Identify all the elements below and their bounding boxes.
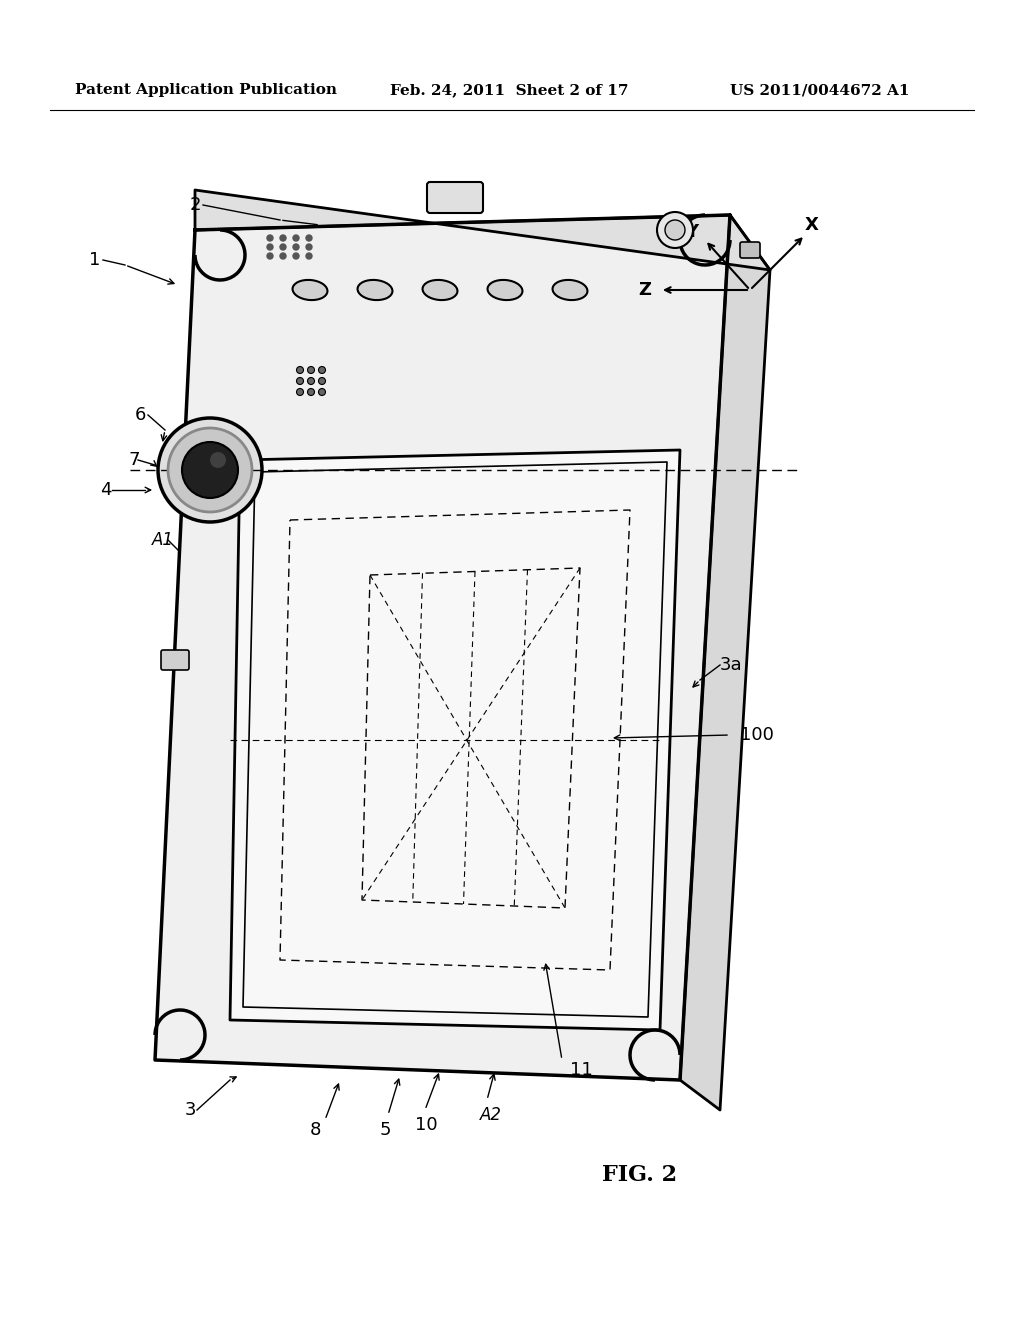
Text: Y: Y: [685, 223, 698, 242]
FancyBboxPatch shape: [740, 242, 760, 257]
Text: Feb. 24, 2011  Sheet 2 of 17: Feb. 24, 2011 Sheet 2 of 17: [390, 83, 629, 96]
Text: 5: 5: [380, 1121, 391, 1139]
Circle shape: [306, 244, 312, 249]
Ellipse shape: [423, 280, 458, 300]
Circle shape: [293, 235, 299, 242]
Circle shape: [665, 220, 685, 240]
Circle shape: [297, 388, 303, 396]
Circle shape: [158, 418, 262, 521]
Text: X: X: [805, 216, 819, 234]
Text: US 2011/0044672 A1: US 2011/0044672 A1: [730, 83, 909, 96]
Polygon shape: [155, 215, 730, 1080]
Ellipse shape: [487, 280, 522, 300]
Circle shape: [267, 235, 273, 242]
Polygon shape: [230, 450, 680, 1030]
Text: 6: 6: [135, 407, 146, 424]
Text: 2: 2: [189, 195, 201, 214]
Text: Patent Application Publication: Patent Application Publication: [75, 83, 337, 96]
Circle shape: [210, 451, 226, 469]
Ellipse shape: [553, 280, 588, 300]
Text: A1: A1: [152, 531, 174, 549]
Circle shape: [318, 378, 326, 384]
Text: 4: 4: [100, 480, 112, 499]
Circle shape: [657, 213, 693, 248]
Circle shape: [297, 378, 303, 384]
Circle shape: [280, 244, 286, 249]
Circle shape: [307, 388, 314, 396]
Text: 3a: 3a: [720, 656, 742, 675]
Circle shape: [280, 253, 286, 259]
Text: 1: 1: [89, 251, 100, 269]
Text: FIG. 2: FIG. 2: [602, 1164, 678, 1185]
Text: A2: A2: [480, 1106, 502, 1125]
Circle shape: [182, 442, 238, 498]
Circle shape: [307, 367, 314, 374]
Circle shape: [293, 253, 299, 259]
Ellipse shape: [357, 280, 392, 300]
Text: 3: 3: [185, 1101, 197, 1119]
Text: 8: 8: [310, 1121, 322, 1139]
Circle shape: [168, 428, 252, 512]
Polygon shape: [195, 190, 770, 271]
Circle shape: [267, 253, 273, 259]
Circle shape: [318, 367, 326, 374]
Ellipse shape: [293, 280, 328, 300]
Text: Z: Z: [639, 281, 651, 300]
FancyBboxPatch shape: [161, 649, 189, 671]
Text: 11: 11: [570, 1061, 593, 1078]
Circle shape: [306, 235, 312, 242]
Circle shape: [293, 244, 299, 249]
Polygon shape: [680, 215, 770, 1110]
Circle shape: [306, 253, 312, 259]
Text: 100: 100: [740, 726, 774, 744]
Circle shape: [318, 388, 326, 396]
Circle shape: [297, 367, 303, 374]
Text: 7: 7: [128, 451, 139, 469]
Circle shape: [307, 378, 314, 384]
Text: 10: 10: [415, 1115, 437, 1134]
Circle shape: [267, 244, 273, 249]
Circle shape: [280, 235, 286, 242]
FancyBboxPatch shape: [427, 182, 483, 213]
